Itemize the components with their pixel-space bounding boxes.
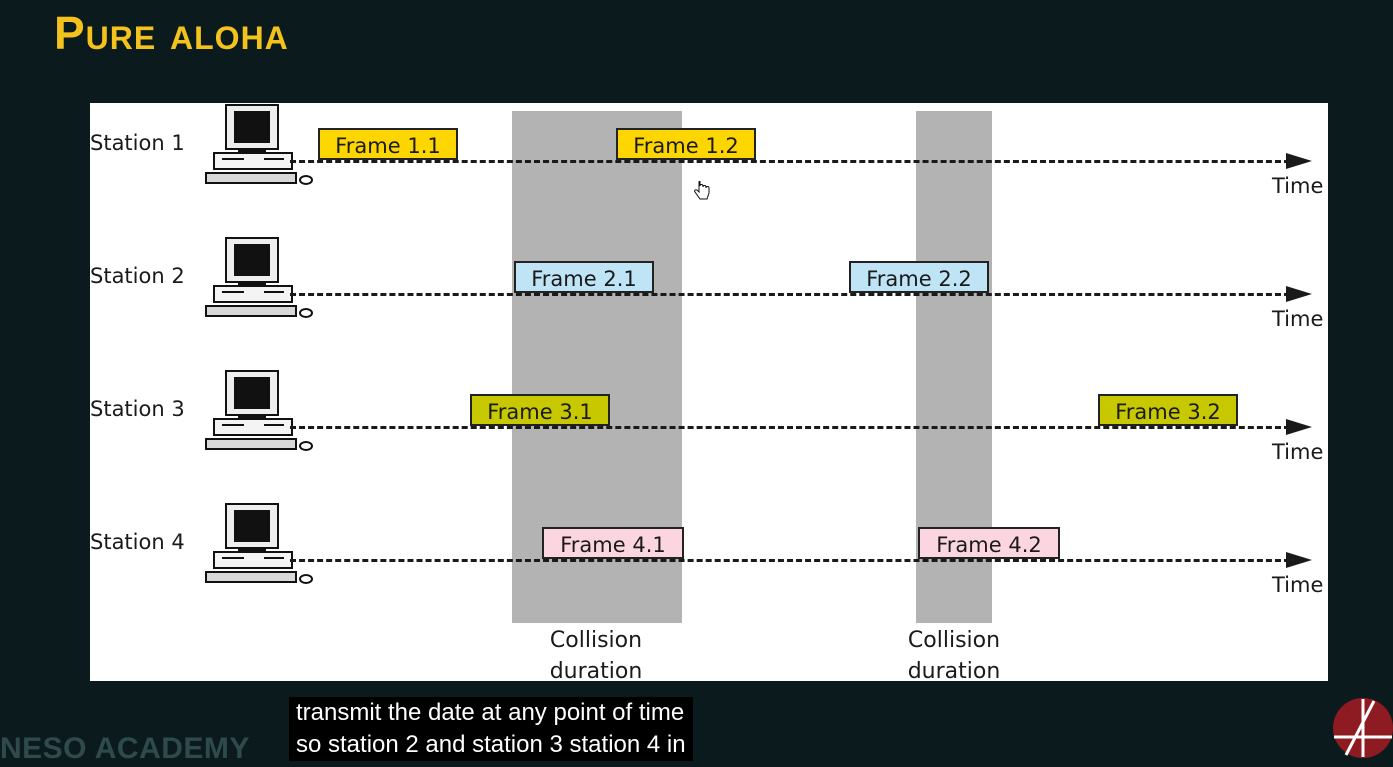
computer-icon [205, 104, 313, 185]
station-2-time-label: Time [1272, 307, 1324, 331]
station-1-timeline [290, 160, 1290, 163]
arrow-head [1286, 286, 1312, 302]
frame-1-2: Frame 1.2 [616, 128, 756, 160]
arrow-head [1286, 153, 1312, 169]
diagram-panel: Station 1 Time Station 2 Time Station 3 [90, 103, 1328, 681]
station-1-time-label: Time [1272, 174, 1324, 198]
collision-label-1: Collision duration [526, 625, 666, 681]
computer-icon [205, 503, 313, 584]
caption-line-1: transmit the date at any point of time [296, 699, 685, 726]
collision-label-2-line1: Collision [907, 628, 1001, 653]
computer-icon [205, 237, 313, 318]
station-3-label: Station 3 [90, 397, 185, 421]
frame-2-2: Frame 2.2 [849, 261, 989, 293]
station-4-timeline [290, 559, 1290, 562]
frame-3-2: Frame 3.2 [1098, 394, 1238, 426]
frame-4-2: Frame 4.2 [918, 527, 1060, 559]
station-4-time-label: Time [1272, 573, 1324, 597]
collision-label-1-line1: Collision [549, 628, 643, 653]
slide-title: Pure aloha [54, 7, 289, 59]
station-2-label: Station 2 [90, 264, 185, 288]
frame-4-1: Frame 4.1 [542, 527, 684, 559]
collision-label-2: Collision duration [884, 625, 1024, 681]
station-3-timeline [290, 426, 1290, 429]
arrow-head [1286, 552, 1312, 568]
hand-cursor-icon [694, 181, 710, 200]
frame-1-1: Frame 1.1 [318, 128, 458, 160]
station-4-label: Station 4 [90, 530, 185, 554]
frame-3-1: Frame 3.1 [470, 394, 610, 426]
brand-watermark: NESO ACADEMY [0, 732, 250, 765]
collision-label-1-line2: duration [549, 659, 643, 681]
collision-label-2-line2: duration [907, 659, 1001, 681]
computer-icon [205, 370, 313, 451]
frame-2-1: Frame 2.1 [514, 261, 654, 293]
station-2-timeline [290, 293, 1290, 296]
arrow-head [1286, 419, 1312, 435]
neso-logo-icon [1333, 698, 1393, 758]
caption-line-2: so station 2 and station 3 station 4 in [296, 731, 686, 758]
station-1-label: Station 1 [90, 131, 185, 155]
video-caption: transmit the date at any point of time s… [289, 697, 693, 761]
station-3-time-label: Time [1272, 440, 1324, 464]
